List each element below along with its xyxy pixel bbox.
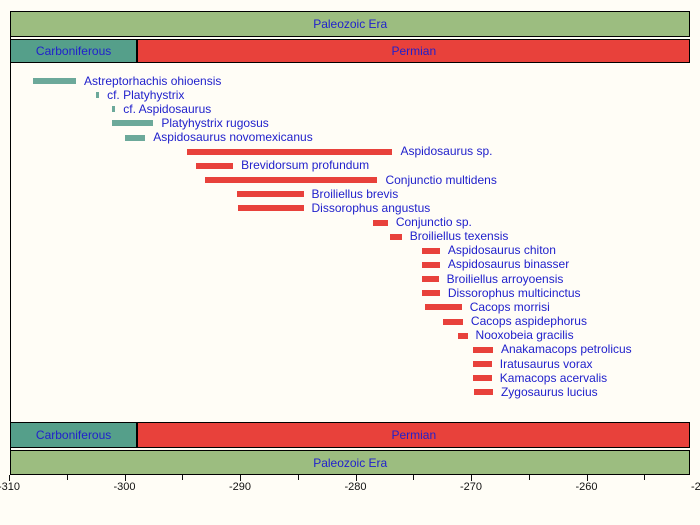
taxon-label: Conjunctio sp.	[395, 215, 472, 229]
axis-tick-label: -300	[113, 481, 136, 493]
taxon-label: Aspidosaurus novomexicanus	[153, 130, 313, 145]
period-band-carboniferous-bottom: Carboniferous	[10, 422, 138, 448]
axis-tick	[240, 475, 241, 481]
period-band-permian-top-label: Permian	[391, 44, 437, 58]
taxon-label: Brevidorsum profundum	[241, 158, 370, 173]
axis-tick	[644, 475, 646, 480]
axis-tick	[182, 475, 184, 480]
era-band-bottom-label: Paleozoic Era	[313, 455, 388, 470]
taxon-range-bar	[33, 78, 76, 84]
taxon-label: Broiliellus arroyoensis	[446, 271, 564, 286]
taxon-range-bar	[95, 92, 100, 99]
taxon-label: Nooxobeia gracilis	[475, 328, 574, 343]
axis-tick	[124, 475, 126, 481]
taxon-range-bar	[205, 177, 378, 184]
axis-tick	[9, 475, 10, 481]
taxon-range-bar	[372, 219, 388, 226]
taxon-range-bar	[473, 361, 492, 367]
taxon-label: Astreptorhachis ohioensis	[83, 73, 222, 88]
axis-tick	[528, 475, 530, 480]
taxon-range-bar	[422, 247, 440, 254]
axis-tick-label: -280	[344, 481, 367, 493]
axis-tick	[471, 475, 472, 481]
taxon-label: Platyhystrix rugosus	[161, 115, 269, 130]
period-band-permian-bottom-label: Permian	[391, 428, 437, 442]
taxon-label: Aspidosaurus sp.	[400, 144, 493, 159]
axis-tick	[66, 475, 68, 480]
axis-tick-label: -260	[575, 481, 598, 493]
taxon-label: Iratusaurus vorax	[499, 356, 593, 371]
taxon-label: Anakamacops petrolicus	[500, 342, 632, 357]
taxon-range-bar	[422, 290, 440, 297]
taxon-range-bar	[124, 134, 146, 141]
axis-tick	[297, 475, 299, 480]
taxon-range-bar	[473, 375, 492, 382]
taxon-label: Cacops aspidephorus	[470, 314, 587, 329]
taxon-range-bar	[111, 120, 154, 127]
taxon-range-bar	[458, 332, 468, 339]
taxon-label: Aspidosaurus binasser	[447, 257, 570, 272]
period-band-permian-top: Permian	[137, 39, 691, 63]
period-band-carboniferous-top: Carboniferous	[10, 39, 138, 63]
taxon-label: cf. Aspidosaurus	[123, 101, 212, 116]
taxon-range-bar	[236, 191, 304, 198]
period-band-carboniferous-top-label: Carboniferous	[35, 44, 112, 58]
axis-tick-label: -310	[0, 481, 21, 493]
taxon-label: Dissorophus multicinctus	[447, 285, 581, 300]
period-band-carboniferous-bottom-label: Carboniferous	[35, 428, 112, 442]
axis-tick-label: -290	[228, 481, 252, 493]
era-band-top-label: Paleozoic Era	[313, 17, 388, 31]
era-band-bottom: Paleozoic Era	[10, 450, 691, 475]
taxon-range-bar	[443, 318, 463, 325]
axis-tick	[413, 475, 415, 480]
taxon-range-bar	[473, 346, 493, 353]
taxon-label: Zygosaurus lucius	[500, 384, 598, 399]
era-band-top: Paleozoic Era	[10, 11, 691, 37]
axis-tick-label: -270	[459, 481, 483, 493]
taxon-label: Broiliellus texensis	[409, 229, 509, 244]
taxon-label: Aspidosaurus chiton	[447, 243, 556, 258]
taxon-range-bar	[111, 106, 116, 113]
taxon-label: Dissorophus angustus	[311, 200, 431, 215]
axis-tick-label: -250	[690, 481, 700, 493]
taxon-label: Kamacops acervalis	[499, 370, 608, 385]
axis-tick	[586, 475, 588, 481]
taxon-range-bar	[237, 205, 304, 212]
taxon-label: Broiliellus brevis	[311, 186, 399, 201]
axis-tick	[355, 475, 357, 481]
period-band-permian-bottom: Permian	[137, 422, 691, 448]
taxon-label: Conjunctio multidens	[385, 172, 497, 187]
y-axis-line	[10, 11, 11, 475]
taxon-range-bar	[422, 276, 439, 283]
taxon-range-bar	[422, 261, 440, 268]
taxon-range-bar	[186, 148, 393, 155]
taxon-range-bar	[424, 304, 462, 311]
taxon-label: cf. Platyhystrix	[107, 87, 185, 102]
taxon-range-bar	[390, 233, 402, 240]
taxon-range-bar	[474, 389, 493, 396]
taxon-range-bar	[196, 162, 234, 169]
taxon-label: Cacops morrisi	[469, 299, 550, 314]
